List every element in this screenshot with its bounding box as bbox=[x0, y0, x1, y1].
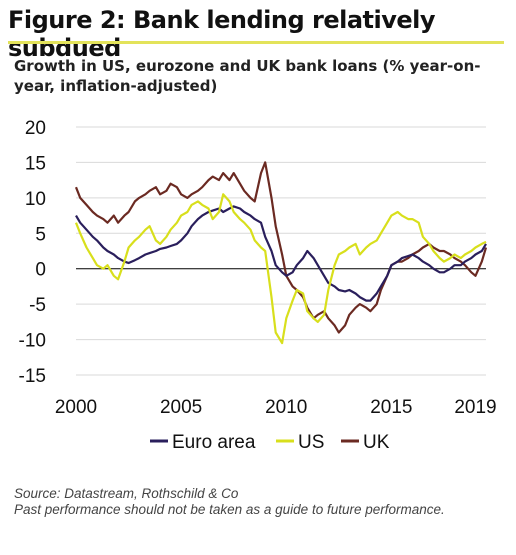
y-axis-ticks: 20 15 10 5 0 -5 -10 -15 bbox=[19, 118, 46, 387]
x-tick-label: 2019 bbox=[454, 397, 496, 418]
source-text: Source: Datastream, Rothschild & Co bbox=[14, 486, 239, 501]
y-tick-label: 10 bbox=[25, 189, 46, 210]
series-lines bbox=[74, 161, 488, 345]
y-tick-label: 20 bbox=[25, 118, 46, 139]
x-tick-label: 2000 bbox=[55, 397, 97, 418]
figure-title: Figure 2: Bank lending relatively subdue… bbox=[8, 6, 436, 62]
disclaimer-text: Past performance should not be taken as … bbox=[14, 502, 445, 517]
series-line-euro-area bbox=[75, 205, 487, 302]
legend-label: UK bbox=[363, 432, 390, 453]
y-tick-label: 15 bbox=[25, 153, 46, 174]
legend-label: US bbox=[298, 432, 324, 453]
series-line-us bbox=[74, 193, 487, 345]
title-underline bbox=[8, 41, 504, 44]
series-line-uk bbox=[74, 161, 488, 334]
gridlines bbox=[76, 126, 486, 376]
y-tick-label: 5 bbox=[35, 224, 46, 245]
chart-subtitle: Growth in US, eurozone and UK bank loans… bbox=[14, 57, 481, 95]
y-tick-label: 0 bbox=[35, 260, 46, 281]
x-tick-label: 2005 bbox=[160, 397, 202, 418]
legend: Euro area US UK bbox=[150, 432, 390, 453]
y-tick-label: -5 bbox=[29, 295, 46, 316]
x-tick-label: 2015 bbox=[370, 397, 412, 418]
y-tick-label: -15 bbox=[19, 366, 46, 387]
x-tick-label: 2010 bbox=[265, 397, 307, 418]
legend-label: Euro area bbox=[172, 432, 256, 453]
x-axis-ticks: 2000 2005 2010 2015 2019 bbox=[55, 397, 497, 418]
source-note: Source: Datastream, Rothschild & Co Past… bbox=[14, 486, 509, 518]
y-tick-label: -10 bbox=[19, 331, 46, 352]
